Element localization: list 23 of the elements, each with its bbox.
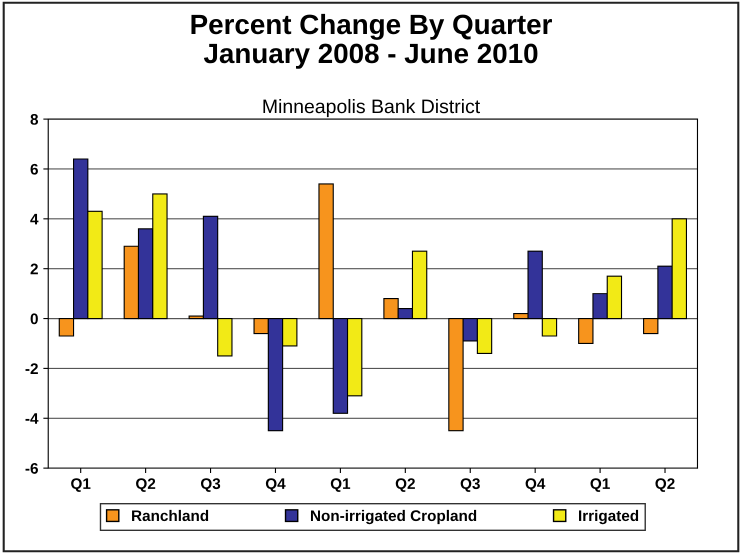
chart-title: Percent Change By Quarter January 2008 - June 2010: [191, 14, 552, 69]
legend-label: Ranchland: [132, 510, 208, 522]
x-tick-label: Q1: [330, 478, 350, 492]
y-tick-label: 6: [30, 164, 38, 175]
x-tick-label: Q4: [526, 478, 546, 492]
x-tick-label: Q3: [200, 478, 220, 492]
y-tick-label: 8: [30, 114, 38, 125]
y-tick-label: 0: [30, 313, 38, 324]
y-tick-label: -2: [26, 363, 38, 374]
y-tick-label: 4: [30, 214, 38, 224]
x-tick-label: Q2: [655, 478, 675, 492]
legend-label: Non-irrigated Cropland: [310, 510, 476, 524]
x-tick-label: Q3: [460, 478, 480, 492]
chart-subtitle: Minneapolis Bank District: [263, 98, 480, 118]
y-tick-label: -6: [26, 463, 38, 474]
y-tick-label: 2: [30, 264, 38, 274]
x-tick-label: Q2: [396, 478, 415, 492]
x-tick-label: Q1: [71, 478, 90, 492]
x-tick-label: Q4: [266, 478, 286, 492]
legend-label: Irrigated: [579, 510, 638, 524]
x-tick-label: Q2: [136, 478, 156, 492]
x-tick-label: Q1: [590, 478, 610, 492]
y-tick-label: -4: [26, 413, 38, 424]
